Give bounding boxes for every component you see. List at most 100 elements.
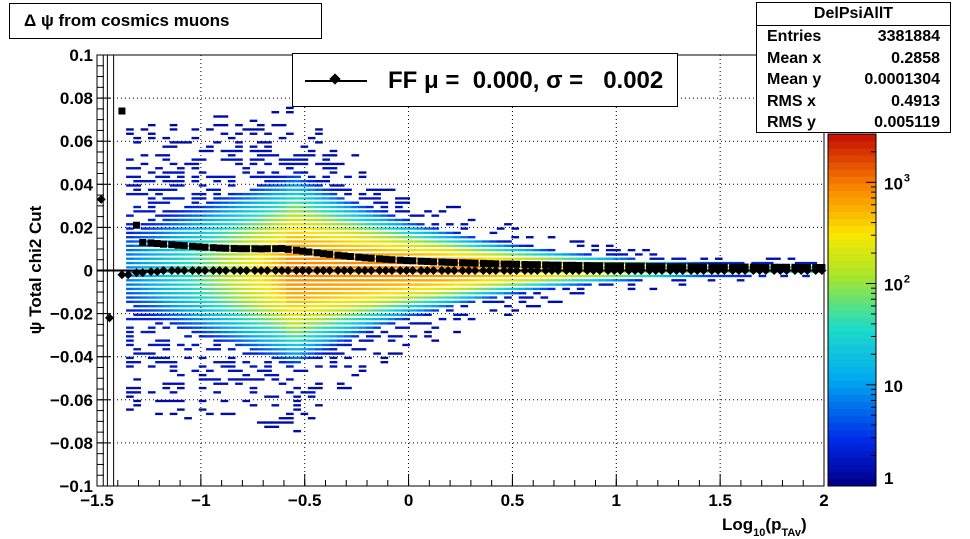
heatmap-cell bbox=[198, 386, 207, 390]
heatmap-cell bbox=[213, 266, 221, 269]
heatmap-cell bbox=[351, 304, 360, 308]
heatmap-cell bbox=[322, 309, 331, 312]
heatmap-cell bbox=[242, 192, 251, 196]
heatmap-cell bbox=[329, 300, 338, 304]
heatmap-cell bbox=[264, 339, 272, 342]
heatmap-cell bbox=[286, 167, 294, 170]
heatmap-cell bbox=[387, 335, 396, 338]
heatmap-cell bbox=[264, 231, 272, 235]
heatmap-cell bbox=[198, 223, 207, 226]
heatmap-cell bbox=[373, 261, 381, 265]
heatmap-cell bbox=[293, 309, 301, 312]
heatmap-cell bbox=[431, 304, 440, 308]
square-marker bbox=[361, 254, 369, 262]
square-marker bbox=[465, 259, 473, 267]
heatmap-cell bbox=[176, 408, 185, 411]
heatmap-cell bbox=[387, 223, 396, 226]
heatmap-cell bbox=[147, 248, 156, 252]
heatmap-cell bbox=[445, 236, 454, 239]
heatmap-cell bbox=[293, 201, 301, 204]
heatmap-cell bbox=[133, 296, 142, 299]
heatmap-cell bbox=[184, 300, 192, 304]
square-marker bbox=[346, 252, 354, 260]
colorbar-tick-label: 10 bbox=[884, 377, 903, 396]
heatmap-cell bbox=[351, 227, 360, 230]
heatmap-cell bbox=[169, 128, 178, 131]
heatmap-cell bbox=[191, 292, 200, 295]
heatmap-cell bbox=[184, 227, 192, 230]
square-marker bbox=[292, 246, 300, 254]
heatmap-cell bbox=[169, 123, 178, 127]
heatmap-cell bbox=[322, 158, 331, 161]
heatmap-cell bbox=[489, 279, 498, 282]
heatmap-cell bbox=[300, 231, 309, 235]
heatmap-cell bbox=[162, 231, 171, 235]
heatmap-cell bbox=[336, 274, 345, 278]
heatmap-cell bbox=[409, 292, 418, 295]
heatmap-cell bbox=[569, 283, 578, 286]
heatmap-cell bbox=[140, 261, 149, 265]
square-marker bbox=[492, 260, 500, 268]
heatmap-cell bbox=[162, 145, 171, 148]
heatmap-cell bbox=[133, 188, 142, 191]
heatmap-cell bbox=[176, 279, 185, 282]
heatmap-cell bbox=[293, 227, 301, 230]
heatmap-cell bbox=[358, 218, 367, 222]
heatmap-cell bbox=[264, 304, 272, 308]
heatmap-cell bbox=[169, 391, 178, 394]
heatmap-cell bbox=[220, 361, 229, 364]
heatmap-cell bbox=[126, 317, 134, 321]
heatmap-cell bbox=[256, 149, 265, 153]
heatmap-cell bbox=[358, 369, 367, 372]
heatmap-cell bbox=[256, 197, 265, 200]
heatmap-cell bbox=[525, 296, 534, 299]
heatmap-cell bbox=[286, 326, 294, 329]
heatmap-cell bbox=[256, 304, 265, 308]
heatmap-cell bbox=[540, 248, 549, 252]
heatmap-cell bbox=[453, 244, 461, 248]
heatmap-cell bbox=[525, 274, 534, 278]
heatmap-cell bbox=[315, 227, 323, 230]
heatmap-cell bbox=[402, 326, 411, 329]
heatmap-cell bbox=[453, 313, 461, 316]
heatmap-cell bbox=[242, 210, 251, 213]
heatmap-cell bbox=[496, 253, 505, 256]
heatmap-cell bbox=[365, 330, 374, 334]
heatmap-cell bbox=[249, 261, 258, 265]
heatmap-cell bbox=[533, 257, 541, 260]
heatmap-cell bbox=[387, 248, 396, 252]
heatmap-cell bbox=[322, 248, 331, 252]
heatmap-cell bbox=[286, 317, 294, 321]
y-tick-label: −0.08 bbox=[50, 434, 93, 453]
heatmap-cell bbox=[126, 391, 134, 394]
heatmap-cell bbox=[387, 317, 396, 321]
heatmap-cell bbox=[555, 274, 563, 278]
heatmap-cell bbox=[518, 248, 527, 252]
heatmap-cell bbox=[126, 231, 134, 235]
heatmap-cell bbox=[489, 309, 498, 312]
heatmap-cell bbox=[293, 218, 301, 222]
heatmap-cell bbox=[605, 248, 614, 252]
heatmap-cell bbox=[213, 317, 221, 321]
heatmap-cell bbox=[387, 244, 396, 248]
heatmap-cell bbox=[235, 261, 243, 265]
heatmap-cell bbox=[395, 283, 403, 286]
heatmap-cell bbox=[365, 236, 374, 239]
heatmap-cell bbox=[460, 253, 469, 256]
heatmap-cell bbox=[373, 352, 381, 355]
heatmap-cell bbox=[351, 201, 360, 204]
heatmap-cell bbox=[147, 123, 156, 127]
heatmap-cell bbox=[184, 214, 192, 217]
heatmap-cell bbox=[169, 261, 178, 265]
heatmap-cell bbox=[409, 322, 418, 325]
diamond-marker bbox=[595, 266, 605, 275]
diamond-marker bbox=[485, 266, 495, 275]
heatmap-cell bbox=[162, 136, 171, 140]
heatmap-cell bbox=[729, 261, 738, 265]
heatmap-cell bbox=[307, 322, 316, 325]
heatmap-cell bbox=[576, 279, 585, 282]
heatmap-cell bbox=[286, 240, 294, 243]
stats-label: Mean x bbox=[767, 49, 822, 67]
heatmap-cell bbox=[249, 283, 258, 286]
heatmap-cell bbox=[206, 296, 214, 299]
